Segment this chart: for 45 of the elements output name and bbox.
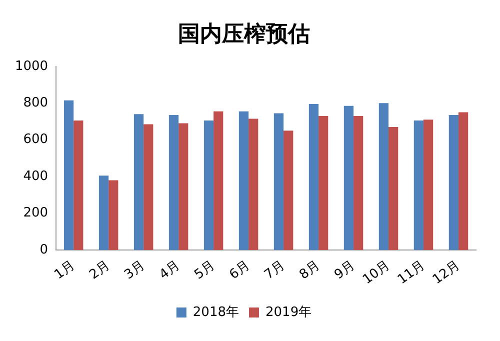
- y-tick-label: 1000: [14, 58, 48, 74]
- x-tick-label: 9月: [332, 258, 358, 283]
- bar: [238, 111, 249, 250]
- bar: [204, 120, 214, 250]
- chart-title: 国内压榨预估: [178, 22, 310, 47]
- bar: [168, 115, 179, 250]
- x-tick-label: 3月: [122, 258, 148, 283]
- bar: [448, 115, 459, 250]
- bar: [274, 113, 284, 250]
- y-tick-label: 200: [23, 206, 48, 221]
- x-tick-label: 5月: [192, 258, 218, 283]
- y-tick-label: 0: [40, 242, 48, 258]
- bar: [378, 103, 389, 250]
- bar: [144, 124, 154, 250]
- bar: [98, 176, 109, 250]
- x-tick-label: 11月: [395, 258, 428, 288]
- bar: [284, 130, 294, 250]
- x-tick-label: 7月: [262, 258, 288, 283]
- bar: [414, 120, 424, 250]
- x-tick-label: 6月: [226, 258, 253, 283]
- bar: [64, 100, 74, 250]
- x-tick-label: 4月: [156, 258, 183, 283]
- bar: [424, 120, 434, 250]
- legend-label: 2018年: [192, 304, 240, 320]
- bar: [214, 111, 224, 250]
- x-tick-label: 8月: [296, 258, 323, 283]
- y-tick-label: 600: [23, 132, 48, 148]
- x-tick-label: 10月: [360, 258, 393, 288]
- bar: [308, 104, 319, 250]
- bar: [248, 118, 258, 250]
- y-tick-label: 800: [23, 95, 48, 110]
- bar: [108, 180, 118, 250]
- bar: [318, 116, 328, 250]
- bar: [458, 112, 468, 250]
- bar: [178, 123, 188, 250]
- x-tick-label: 12月: [430, 258, 463, 288]
- bar: [354, 116, 364, 250]
- x-tick-label: 2月: [86, 258, 113, 283]
- y-tick-label: 400: [23, 168, 48, 184]
- bar: [388, 126, 398, 250]
- bar: [134, 114, 144, 250]
- x-tick-label: 1月: [52, 258, 78, 283]
- bar: [74, 120, 84, 250]
- legend-label: 2019年: [266, 304, 312, 320]
- bar: [344, 106, 354, 250]
